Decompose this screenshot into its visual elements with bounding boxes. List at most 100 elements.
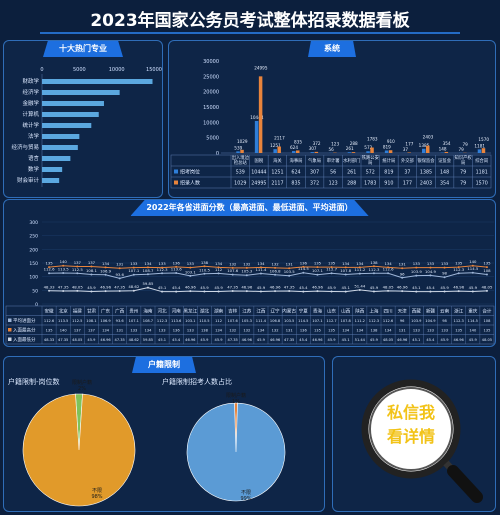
series-point xyxy=(429,266,432,269)
bar xyxy=(42,178,60,183)
bar xyxy=(42,145,78,150)
point-label: 112.6 xyxy=(383,267,394,272)
table-cell: 108.1 xyxy=(86,319,96,323)
bar-data-label: 624 xyxy=(290,145,298,150)
point-label: 108.1 xyxy=(86,268,97,273)
bar-positions xyxy=(347,152,352,153)
point-label: 135 xyxy=(483,261,491,266)
y-tick-label: 150 xyxy=(29,261,38,267)
table-cell: 98 xyxy=(442,319,447,323)
series-point xyxy=(203,265,206,268)
table-cell: 45.9 xyxy=(469,338,478,342)
category-label: 河北 xyxy=(157,308,167,315)
category-label: 经济与贸易 xyxy=(11,143,39,151)
point-label: 45.9 xyxy=(214,285,223,290)
point-label: 108.7 xyxy=(143,268,154,273)
point-label: 133 xyxy=(413,261,421,266)
legend-swatch xyxy=(174,180,178,185)
bar-data-label: 148 xyxy=(439,147,447,152)
bar-positions xyxy=(422,148,426,153)
category-label: 水利部门 xyxy=(343,157,360,164)
category-label: 出入境边检总站 xyxy=(232,154,250,166)
point-label: 104.9 xyxy=(425,269,436,274)
series-point xyxy=(175,265,178,268)
category-label: 江西 xyxy=(256,308,266,315)
table-cell: 45.9 xyxy=(200,338,209,342)
point-label: 45.4 xyxy=(426,285,435,290)
series-point xyxy=(76,265,79,268)
y-tick-label: 300 xyxy=(29,220,38,226)
category-label: 贵州 xyxy=(129,308,139,315)
point-label: 48.05 xyxy=(482,284,493,289)
point-label: 131 xyxy=(399,262,407,267)
series-point xyxy=(471,264,474,267)
bar-hires xyxy=(296,150,300,153)
table-frame xyxy=(170,154,492,189)
point-label: 110.5 xyxy=(199,267,210,272)
table-cell: 45.9 xyxy=(441,338,450,342)
series-point xyxy=(344,290,347,293)
legend-swatch xyxy=(174,169,178,174)
bar-hires xyxy=(388,150,393,153)
bar-data-label: 79 xyxy=(458,147,464,152)
series-point xyxy=(429,290,432,293)
category-label: 上海 xyxy=(369,308,379,315)
slice-label: 不限 xyxy=(241,489,251,496)
point-label: 45.9 xyxy=(327,285,336,290)
bar-data-label: 1783 xyxy=(367,137,378,142)
bar-positions xyxy=(310,152,315,153)
point-label: 111.4 xyxy=(256,267,267,272)
y-tick-label: 25000 xyxy=(203,74,219,80)
bar xyxy=(42,90,120,95)
series-point xyxy=(62,264,65,267)
pie-slice xyxy=(186,402,286,502)
bar-positions xyxy=(236,151,240,153)
page-title: 2023年国家公务员考试整体招录数据看板 xyxy=(90,11,410,31)
table-cell: 46.96 xyxy=(312,338,323,342)
point-label: 48.33 xyxy=(44,284,55,289)
category-label: 浙江 xyxy=(454,308,464,315)
series-point xyxy=(189,266,192,269)
table-cell: 133 xyxy=(159,329,166,333)
category-label: 证监会 xyxy=(438,157,452,164)
category-label: 湖北 xyxy=(200,308,210,315)
series-point xyxy=(175,271,178,274)
table-cell: 112.5 xyxy=(72,319,82,323)
y-tick-label: 250 xyxy=(29,234,38,240)
category-label: 山东 xyxy=(327,308,337,315)
series-point xyxy=(146,273,149,276)
point-label: 108 xyxy=(483,268,491,273)
category-label: 云南 xyxy=(440,308,450,315)
promo-text[interactable]: 私信我 看详情 xyxy=(361,401,461,449)
series-point xyxy=(485,289,488,292)
series-point xyxy=(288,267,291,270)
point-label: 48.05 xyxy=(383,284,394,289)
series-point xyxy=(217,272,220,275)
table-cell: 2117 xyxy=(271,181,283,187)
series-point xyxy=(161,272,164,275)
table-cell: 45.4 xyxy=(426,338,435,342)
table-cell: 134 xyxy=(385,329,393,333)
category-label: 气象局 xyxy=(308,157,321,164)
panel-household: 户籍限制 户籍限制-岗位数 限制户籍 2% 不限 98% 户籍限制招考人数占比 限制户籍 1%… xyxy=(3,356,325,512)
table-cell: 45.9 xyxy=(257,338,266,342)
point-label: 103.9 xyxy=(411,269,422,274)
table-cell: 131 xyxy=(286,329,293,333)
point-label: 132 xyxy=(229,261,237,266)
bar-data-label: 1029 xyxy=(237,139,248,144)
bar-data-label: 910 xyxy=(387,139,395,144)
table-cell: 45.1 xyxy=(342,338,350,342)
bar xyxy=(42,79,153,84)
legend-label: 入面最高分 xyxy=(13,327,36,334)
table-cell: 51.44 xyxy=(355,338,366,342)
point-label: 112.6 xyxy=(44,267,55,272)
table-cell: 114.5 xyxy=(468,319,478,323)
table-cell: 93.6 xyxy=(116,319,125,323)
point-label: 93.6 xyxy=(115,272,124,277)
point-label: 46.96 xyxy=(185,285,196,290)
legend-swatch xyxy=(8,318,12,322)
bar-data-label: 123 xyxy=(331,142,339,147)
table-cell: 135 xyxy=(484,329,491,333)
bar-positions xyxy=(254,120,259,153)
category-label: 海关 xyxy=(273,157,282,164)
